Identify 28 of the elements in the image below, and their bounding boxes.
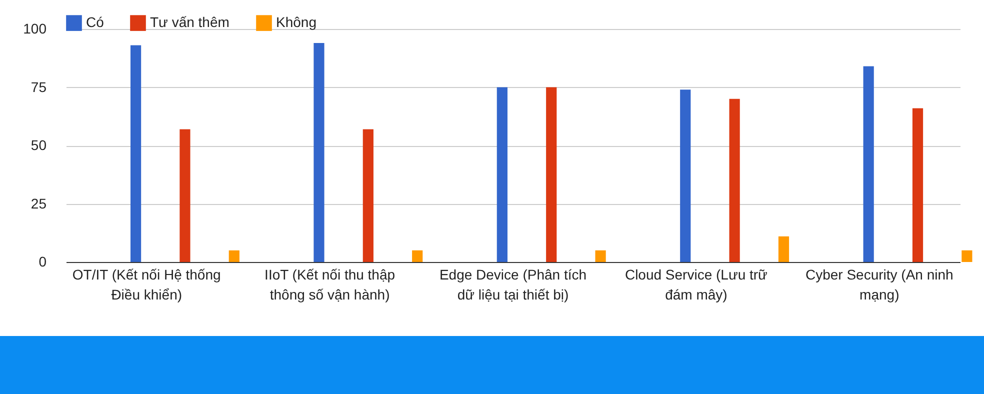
y-tick-label: 50 bbox=[30, 137, 47, 153]
bar bbox=[680, 90, 691, 262]
y-tick-label: 0 bbox=[38, 254, 47, 270]
bar bbox=[228, 250, 240, 262]
bar bbox=[729, 98, 740, 262]
bar bbox=[412, 250, 423, 262]
y-tick-label: 75 bbox=[30, 78, 47, 95]
bar bbox=[595, 250, 606, 262]
bar bbox=[863, 66, 874, 262]
bar bbox=[912, 108, 924, 262]
legend-label: Không bbox=[276, 14, 316, 30]
bar bbox=[180, 129, 190, 262]
bar bbox=[778, 236, 790, 262]
legend-label: Có bbox=[86, 14, 104, 30]
bar bbox=[314, 42, 324, 262]
bar bbox=[962, 250, 972, 262]
bar bbox=[362, 129, 374, 262]
x-tick-label: Edge Device (Phân tích dữ liệu tại thiết bị) bbox=[439, 266, 587, 302]
x-tick-label: OT/IT (Kết nối Hệ thống Điều khiển) bbox=[72, 266, 221, 302]
bar bbox=[496, 87, 508, 262]
bar bbox=[130, 45, 142, 262]
y-tick-label: 25 bbox=[30, 195, 47, 212]
x-tick-label: IIoT (Kết nối thu thập thông số vận hành) bbox=[264, 266, 396, 302]
bar bbox=[546, 87, 557, 262]
x-tick-label: Cloud Service (Lưu trữ đám mây) bbox=[624, 266, 768, 302]
y-tick-label: 100 bbox=[23, 20, 47, 36]
legend-label: Tư vấn thêm bbox=[150, 14, 230, 30]
x-tick-label: Cyber Security (An ninh mạng) bbox=[805, 266, 954, 302]
